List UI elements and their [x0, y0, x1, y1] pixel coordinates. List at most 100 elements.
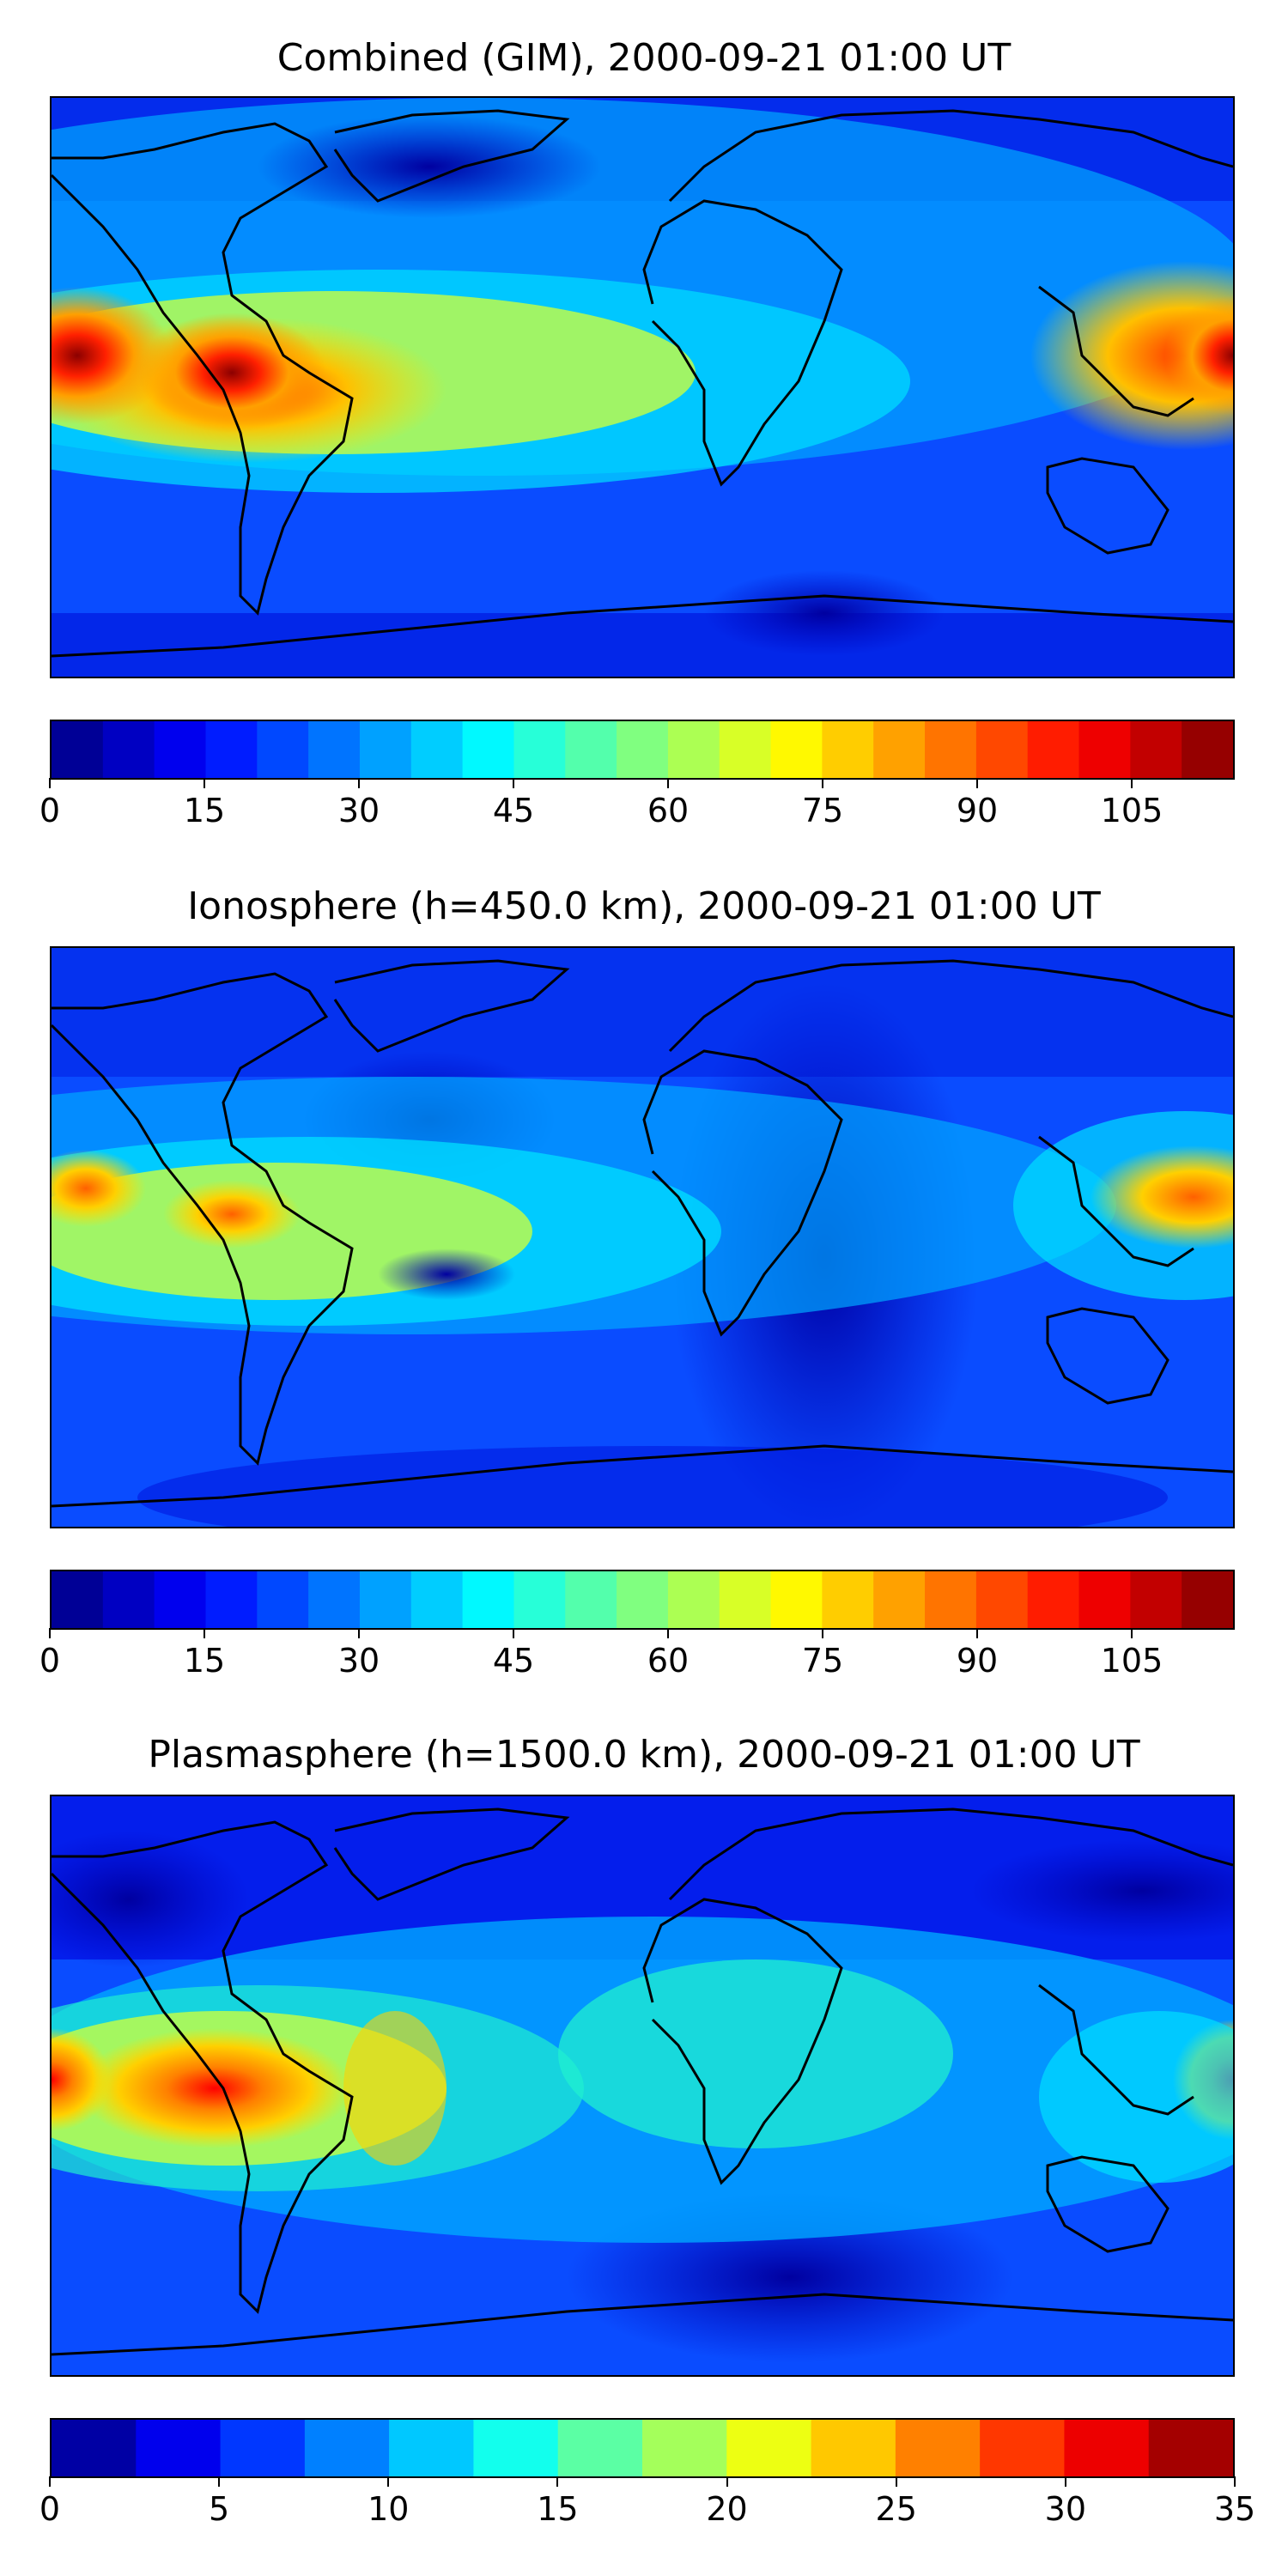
colorbar-tick-label: 90	[956, 792, 999, 829]
colorbar-segment	[822, 1571, 874, 1628]
colorbar-segment	[136, 2420, 222, 2476]
colorbar-tick-label: 15	[537, 2490, 579, 2528]
colorbar-segment	[1064, 2420, 1150, 2476]
colorbar-segment	[52, 1571, 104, 1628]
panel-title-plasmasphere: Plasmasphere (h=1500.0 km), 2000-09-21 0…	[148, 1733, 1140, 1777]
colorbar-plasmasphere	[50, 2418, 1235, 2478]
colorbar-tick	[513, 778, 514, 788]
colorbar-segment	[1182, 721, 1233, 778]
colorbar-segment	[719, 1571, 772, 1628]
colorbar-tick	[513, 1628, 514, 1638]
colorbar-tick	[204, 1628, 205, 1638]
colorbar-ticks-ionosphere: 0 15 30 45 60 75 90 105	[39, 1628, 1235, 1688]
colorbar-segment	[304, 2420, 390, 2476]
colorbar-segment	[565, 1571, 617, 1628]
colorbar-segment	[154, 1571, 207, 1628]
colorbar-segment	[557, 2420, 643, 2476]
colorbar-tick-label: 15	[183, 1642, 226, 1680]
colorbar-tick	[895, 2476, 897, 2487]
colorbar-segment	[617, 721, 669, 778]
colorbar-segment	[811, 2420, 896, 2476]
colorbar-tick	[1131, 1628, 1133, 1638]
colorbar-segment	[359, 721, 412, 778]
colorbar-tick-label: 45	[492, 792, 535, 829]
colorbar-segment	[359, 1571, 412, 1628]
colorbar-segment	[410, 1571, 464, 1628]
colorbar-tick	[49, 1628, 51, 1638]
colorbar-tick-label: 5	[209, 2490, 230, 2528]
colorbar-segment	[1130, 1571, 1182, 1628]
colorbar-segment	[102, 1571, 155, 1628]
colorbar-tick	[822, 778, 823, 788]
colorbar-segment	[257, 1571, 309, 1628]
colorbar-segment	[1027, 721, 1080, 778]
colorbar-segment	[873, 1571, 926, 1628]
colorbar-segment	[1182, 1571, 1233, 1628]
colorbar-tick-label: 30	[337, 1642, 380, 1680]
colorbar-ticks-combined: 0 15 30 45 60 75 90 105	[39, 778, 1235, 838]
colorbar-tick	[218, 2476, 221, 2487]
colorbar-segment	[410, 721, 464, 778]
colorbar-tick	[387, 2476, 390, 2487]
colorbar-tick-label: 105	[1100, 792, 1163, 829]
colorbar-segment	[1027, 1571, 1080, 1628]
colorbar-segment	[719, 721, 772, 778]
colorbar-segment	[565, 721, 617, 778]
panel-title-ionosphere: Ionosphere (h=450.0 km), 2000-09-21 01:0…	[187, 884, 1101, 928]
colorbar-segment	[52, 721, 104, 778]
colorbar-tick	[667, 778, 669, 788]
colorbar-segment	[980, 2420, 1066, 2476]
colorbar-segment	[617, 1571, 669, 1628]
colorbar-segment	[873, 721, 926, 778]
map-combined	[50, 96, 1235, 678]
colorbar-tick-label: 75	[801, 792, 844, 829]
colorbar-segment	[308, 1571, 361, 1628]
colorbar-segment	[895, 2420, 981, 2476]
colorbar-segment	[462, 1571, 515, 1628]
colorbar-tick-label: 35	[1213, 2490, 1256, 2528]
colorbar-tick-label: 30	[1044, 2490, 1087, 2528]
colorbar-segment	[642, 2420, 727, 2476]
colorbar-tick	[726, 2476, 728, 2487]
colorbar-segment	[667, 1571, 720, 1628]
colorbar-tick	[358, 1628, 360, 1638]
colorbar-segment	[726, 2420, 812, 2476]
colorbar-segment	[308, 721, 361, 778]
colorbar-segment	[975, 1571, 1029, 1628]
colorbar-tick	[49, 2476, 51, 2487]
colorbar-tick	[1064, 2476, 1066, 2487]
colorbar-ionosphere	[50, 1570, 1235, 1630]
colorbar-tick-label: 60	[647, 1642, 690, 1680]
colorbar-tick	[1131, 778, 1133, 788]
colorbar-segment	[205, 1571, 258, 1628]
colorbar-segment	[220, 2420, 306, 2476]
colorbar-segment	[1130, 721, 1182, 778]
colorbar-segment	[389, 2420, 475, 2476]
colorbar-tick-label: 0	[39, 2490, 61, 2528]
colorbar-tick-label: 0	[39, 1642, 61, 1680]
colorbar-segment	[770, 721, 823, 778]
colorbar-segment	[975, 721, 1029, 778]
colorbar-segment	[462, 721, 515, 778]
colorbar-tick	[976, 778, 978, 788]
colorbar-tick-label: 15	[183, 792, 226, 829]
colorbar-segment	[822, 721, 874, 778]
colorbar-segment	[513, 1571, 566, 1628]
colorbar-tick	[49, 778, 51, 788]
colorbar-combined	[50, 720, 1235, 780]
colorbar-tick	[976, 1628, 978, 1638]
colorbar-ticks-plasmasphere: 0 5 10 15 20 25 30 35	[39, 2476, 1255, 2537]
colorbar-segment	[667, 721, 720, 778]
colorbar-tick	[1234, 2476, 1236, 2487]
panel-title-combined: Combined (GIM), 2000-09-21 01:00 UT	[276, 36, 1012, 80]
colorbar-segment	[102, 721, 155, 778]
colorbar-tick-label: 25	[875, 2490, 917, 2528]
colorbar-segment	[513, 721, 566, 778]
colorbar-tick-label: 75	[801, 1642, 844, 1680]
colorbar-tick	[556, 2476, 559, 2487]
colorbar-tick-label: 60	[647, 792, 690, 829]
colorbar-tick-label: 45	[492, 1642, 535, 1680]
colorbar-tick-label: 20	[706, 2490, 748, 2528]
map-plasmasphere	[50, 1795, 1235, 2377]
colorbar-segment	[1078, 721, 1131, 778]
